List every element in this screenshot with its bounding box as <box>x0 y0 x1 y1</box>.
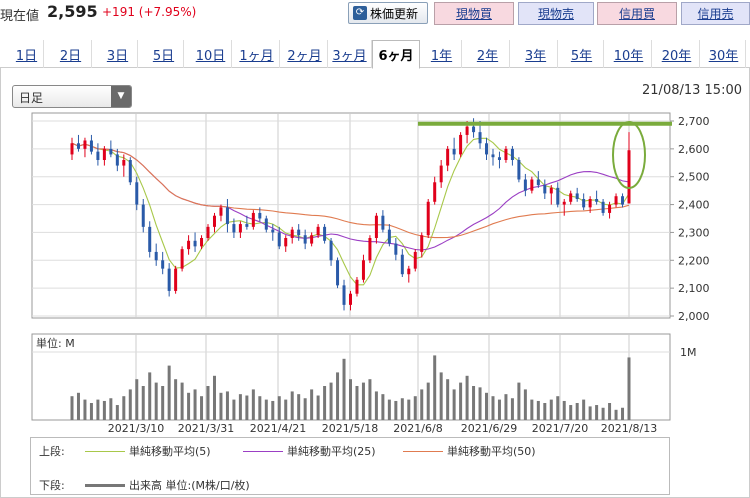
chart-panel <box>0 68 750 498</box>
legend-ma50: 単純移動平均(50) <box>403 443 536 459</box>
legend-ma50-swatch <box>403 450 443 452</box>
period-tabs: 1日 2日 3日 5日 10日 1ヶ月 2ヶ月 3ヶ月 6ヶ月 1年 2年 3年… <box>0 40 750 69</box>
price-change: +191 (+7.95%) <box>102 5 197 19</box>
chart-datetime: 21/08/13 15:00 <box>642 83 742 98</box>
chart-legend: 上段: 単純移動平均(5) 単純移動平均(25) 単純移動平均(50) 下段: … <box>30 437 670 495</box>
tab-1y[interactable]: 1年 <box>422 40 462 68</box>
chart-period-value: 日足 <box>19 91 44 105</box>
tab-20y[interactable]: 20年 <box>654 40 700 68</box>
chart-period-select[interactable]: 日足 ▼ <box>12 85 132 108</box>
current-price: 2,595 <box>47 2 98 21</box>
dropdown-arrow-icon: ▼ <box>111 86 131 107</box>
tab-5d[interactable]: 5日 <box>144 40 184 68</box>
margin-sell-button[interactable]: 信用売 <box>681 2 750 25</box>
current-price-label: 現在値 <box>0 9 40 24</box>
refresh-quote-button[interactable]: ⟳ 株価更新 <box>348 2 428 24</box>
tab-1m[interactable]: 1ヶ月 <box>234 40 280 68</box>
tab-6m[interactable]: 6ヶ月 <box>372 40 420 69</box>
legend-ma5: 単純移動平均(5) <box>85 443 211 459</box>
quote-header: 現在値 2,595 +191 (+7.95%) ⟳ 株価更新 現物買 現物売 信… <box>0 0 750 28</box>
legend-lower-label: 下段: <box>39 479 65 492</box>
legend-ma25: 単純移動平均(25) <box>243 443 376 459</box>
tab-10y[interactable]: 10年 <box>606 40 652 68</box>
legend-ma50-label: 単純移動平均(50) <box>447 445 536 458</box>
tab-2d[interactable]: 2日 <box>50 40 92 68</box>
legend-ma5-label: 単純移動平均(5) <box>129 445 211 458</box>
legend-ma5-swatch <box>85 450 125 452</box>
legend-volume: 出来高 単位:(M株/口/枚) <box>85 477 250 493</box>
legend-upper-label: 上段: <box>39 445 65 458</box>
refresh-quote-label: 株価更新 <box>370 6 419 21</box>
tab-10d[interactable]: 10日 <box>190 40 232 68</box>
cash-sell-button[interactable]: 現物売 <box>518 2 594 25</box>
margin-buy-button[interactable]: 信用買 <box>597 2 677 25</box>
legend-volume-label: 出来高 単位:(M株/口/枚) <box>129 479 250 492</box>
tab-30y[interactable]: 30年 <box>702 40 746 68</box>
tab-2m[interactable]: 2ヶ月 <box>282 40 328 68</box>
tab-3y[interactable]: 3年 <box>514 40 558 68</box>
tab-2y[interactable]: 2年 <box>466 40 510 68</box>
legend-ma25-label: 単純移動平均(25) <box>287 445 376 458</box>
legend-ma25-swatch <box>243 450 283 452</box>
tab-3d[interactable]: 3日 <box>98 40 138 68</box>
tab-5y[interactable]: 5年 <box>560 40 604 68</box>
cash-buy-button[interactable]: 現物買 <box>434 2 514 25</box>
legend-volume-swatch <box>85 483 125 487</box>
tab-3m[interactable]: 3ヶ月 <box>328 40 372 68</box>
refresh-icon: ⟳ <box>353 6 367 20</box>
tab-1d[interactable]: 1日 <box>10 40 44 68</box>
